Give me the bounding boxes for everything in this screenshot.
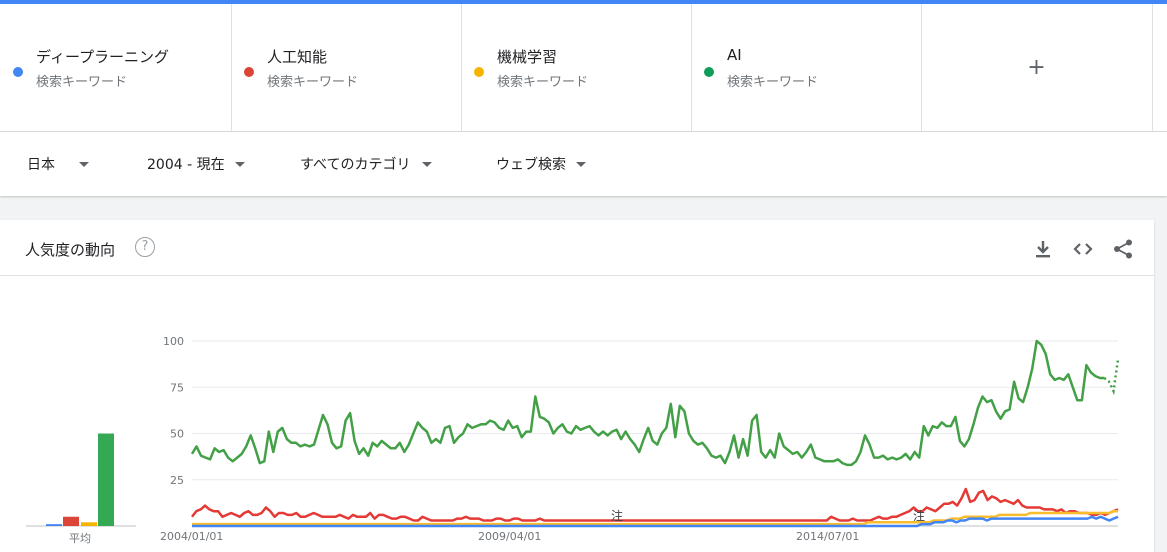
x-tick-label: 2009/04/01	[478, 530, 541, 543]
term-type: 検索キーワード	[36, 75, 128, 90]
filter-bar: 日本 2004 - 現在 すべてのカテゴリ ウェブ検索	[0, 132, 1167, 196]
series-line[interactable]	[191, 487, 1119, 522]
caret-down-icon	[576, 161, 586, 167]
search-type-value: ウェブ検索	[496, 157, 566, 173]
term-card-deep-learning[interactable]: ディープラーニング 検索キーワード	[0, 4, 232, 131]
term-type: 検索キーワード	[267, 75, 359, 90]
average-bar[interactable]	[81, 522, 97, 526]
compare-terms-bar: ディープラーニング 検索キーワード 人工知能 検索キーワード 機械学習 検索キー…	[0, 4, 1167, 132]
y-tick-label: 100	[163, 335, 184, 348]
term-type: 検索キーワード	[727, 75, 819, 90]
term-name[interactable]: 機械学習	[497, 48, 558, 66]
term-name[interactable]: ディープラーニング	[36, 48, 170, 66]
term-color-dot	[474, 67, 484, 77]
note-marker[interactable]: 注	[913, 508, 925, 523]
term-name[interactable]: AI	[727, 46, 742, 64]
category-dropdown[interactable]: すべてのカテゴリ	[300, 154, 433, 174]
embed-code-icon[interactable]	[1072, 238, 1094, 260]
share-icon[interactable]	[1112, 238, 1134, 260]
download-icon[interactable]	[1032, 238, 1054, 260]
term-card-machine-learning[interactable]: 機械学習 検索キーワード	[461, 4, 692, 131]
series-line[interactable]	[192, 515, 1119, 528]
term-type: 検索キーワード	[497, 75, 589, 90]
top-accent-bar	[0, 0, 1167, 4]
caret-down-icon	[234, 161, 245, 167]
add-comparison-button[interactable]: +	[921, 4, 1153, 131]
caret-down-icon	[422, 161, 433, 167]
y-tick-label: 75	[170, 381, 184, 394]
term-color-dot	[244, 67, 254, 77]
average-bar[interactable]	[46, 524, 62, 526]
y-tick-label: 25	[170, 474, 184, 487]
term-color-dot	[704, 67, 714, 77]
x-tick-label: 2004/01/01	[160, 530, 223, 543]
period-dropdown[interactable]: 2004 - 現在	[147, 154, 245, 174]
region-value: 日本	[27, 157, 55, 173]
term-color-dot	[13, 67, 23, 77]
term-card-ai[interactable]: AI 検索キーワード	[691, 4, 922, 131]
region-dropdown[interactable]: 日本	[27, 154, 89, 174]
period-value: 2004 - 現在	[147, 157, 225, 173]
card-header: 人気度の動向 ?	[0, 220, 1154, 276]
series-line-partial[interactable]	[1103, 359, 1120, 396]
x-tick-label: 2014/07/01	[796, 530, 859, 543]
average-bar[interactable]	[98, 433, 114, 527]
search-type-dropdown[interactable]: ウェブ検索	[496, 154, 586, 174]
category-value: すべてのカテゴリ	[300, 157, 411, 173]
y-tick-label: 50	[170, 428, 184, 441]
series-line[interactable]	[190, 339, 1105, 467]
average-label: 平均	[69, 532, 91, 545]
term-name[interactable]: 人工知能	[267, 48, 328, 66]
average-bar[interactable]	[63, 516, 79, 526]
term-card-artificial-intelligence[interactable]: 人工知能 検索キーワード	[231, 4, 462, 131]
series-line[interactable]	[192, 509, 1118, 526]
help-icon[interactable]: ?	[135, 237, 155, 257]
note-marker[interactable]: 注	[611, 508, 623, 523]
card-title: 人気度の動向	[25, 241, 116, 259]
caret-down-icon	[79, 161, 89, 167]
